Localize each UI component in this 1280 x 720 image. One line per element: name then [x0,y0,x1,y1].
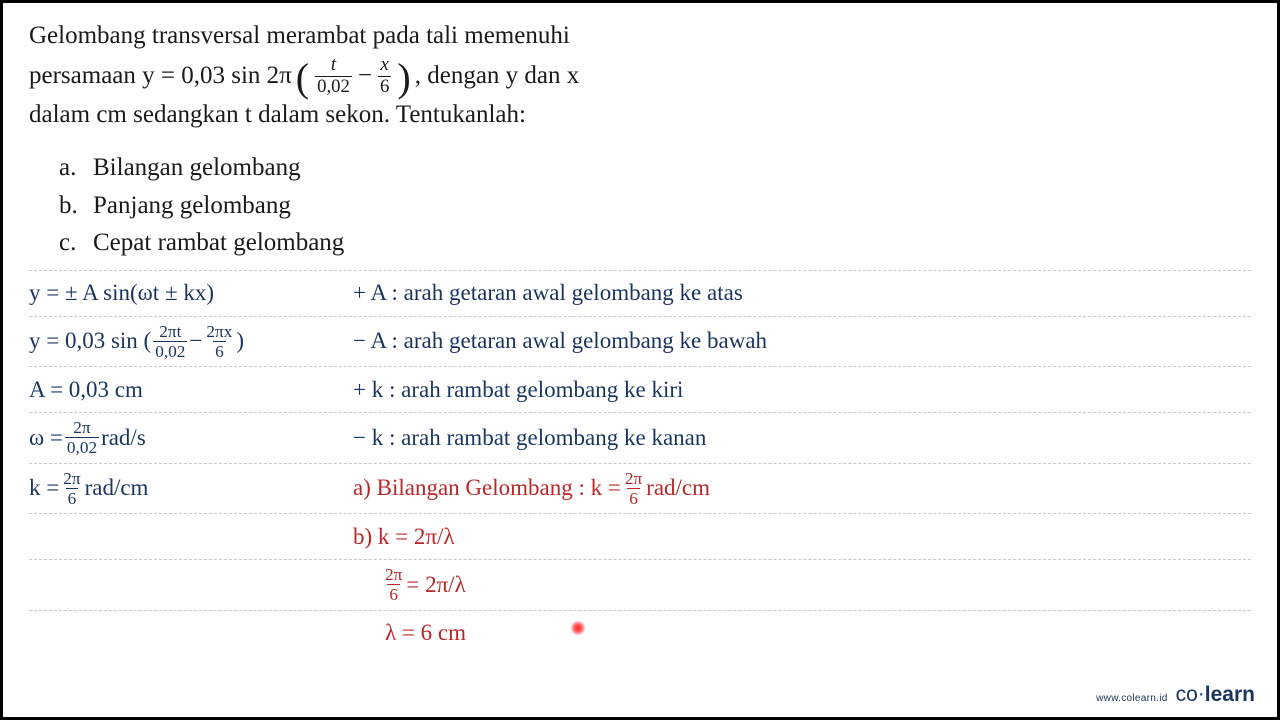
question-a: a. Bilangan gelombang [59,149,1251,187]
problem-line-2: persamaan y = 0,03 sin 2π ( t 0,02 − x 6… [29,56,1251,97]
table-row: ω = 2π 0,02 rad/s − k : arah rambat gelo… [29,412,1251,463]
table-row: A = 0,03 cm + k : arah rambat gelombang … [29,366,1251,412]
omega-value: ω = 2π 0,02 rad/s [29,413,325,463]
general-wave-equation: y = ± A sin(ωt ± kx) [29,274,325,312]
answer-b-step2: 2π 6 = 2π/λ [325,560,1251,610]
fraction-x-over-6: x 6 [378,56,391,97]
note-minus-A: − A : arah getaran awal gelombang ke baw… [325,322,1251,360]
fraction-b-step2: 2π 6 [383,566,404,604]
substituted-equation: y = 0,03 sin ( 2πt 0,02 − 2πx 6 ) [29,317,325,367]
amplitude-value: A = 0,03 cm [29,371,325,409]
watermark-brand: co·learn [1176,683,1255,707]
empty-cell [29,579,325,591]
note-plus-A: + A : arah getaran awal gelombang ke ata… [325,274,1251,312]
answer-b-step1: b) k = 2π/λ [325,518,1251,556]
question-c: c. Cepat rambat gelombang [59,224,1251,262]
k-value: k = 2π 6 rad/cm [29,464,325,514]
empty-cell [29,531,325,543]
watermark: www.colearn.id co·learn [1096,683,1255,707]
left-paren-icon: ( [296,66,309,90]
fraction-2pix: 2πx 6 [204,323,234,361]
table-row: b) k = 2π/λ [29,513,1251,559]
question-b: b. Panjang gelombang [59,187,1251,225]
problem-line-2-pre: persamaan y = 0,03 sin 2π [29,57,292,96]
watermark-url: www.colearn.id [1096,693,1167,704]
fraction-omega: 2π 0,02 [65,419,99,457]
table-row: k = 2π 6 rad/cm a) Bilangan Gelombang : … [29,463,1251,514]
fraction-k: 2π 6 [61,470,82,508]
question-list: a. Bilangan gelombang b. Panjang gelomba… [59,149,1251,262]
fraction-t-over-002: t 0,02 [315,56,352,97]
table-row: y = 0,03 sin ( 2πt 0,02 − 2πx 6 ) − A : … [29,316,1251,367]
empty-cell [29,627,325,639]
table-row: λ = 6 cm [29,610,1251,656]
minus-sign: − [358,57,372,96]
problem-statement: Gelombang transversal merambat pada tali… [29,17,1251,135]
table-row: 2π 6 = 2π/λ [29,559,1251,610]
solution-table: y = ± A sin(ωt ± kx) + A : arah getaran … [29,270,1251,656]
problem-line-3: dalam cm sedangkan t dalam sekon. Tentuk… [29,96,1251,135]
note-minus-k: − k : arah rambat gelombang ke kanan [325,419,1251,457]
problem-line-1: Gelombang transversal merambat pada tali… [29,17,1251,56]
table-row: y = ± A sin(ωt ± kx) + A : arah getaran … [29,270,1251,316]
fraction-answer-a: 2π 6 [623,470,644,508]
right-paren-icon: ) [397,66,410,90]
problem-line-2-post: , dengan y dan x [415,57,580,96]
page-content: Gelombang transversal merambat pada tali… [3,3,1277,656]
answer-a: a) Bilangan Gelombang : k = 2π 6 rad/cm [325,464,1251,514]
note-plus-k: + k : arah rambat gelombang ke kiri [325,371,1251,409]
fraction-2pit: 2πt 0,02 [153,323,187,361]
laser-pointer-icon [571,621,585,635]
answer-b-result: λ = 6 cm [325,614,1251,652]
